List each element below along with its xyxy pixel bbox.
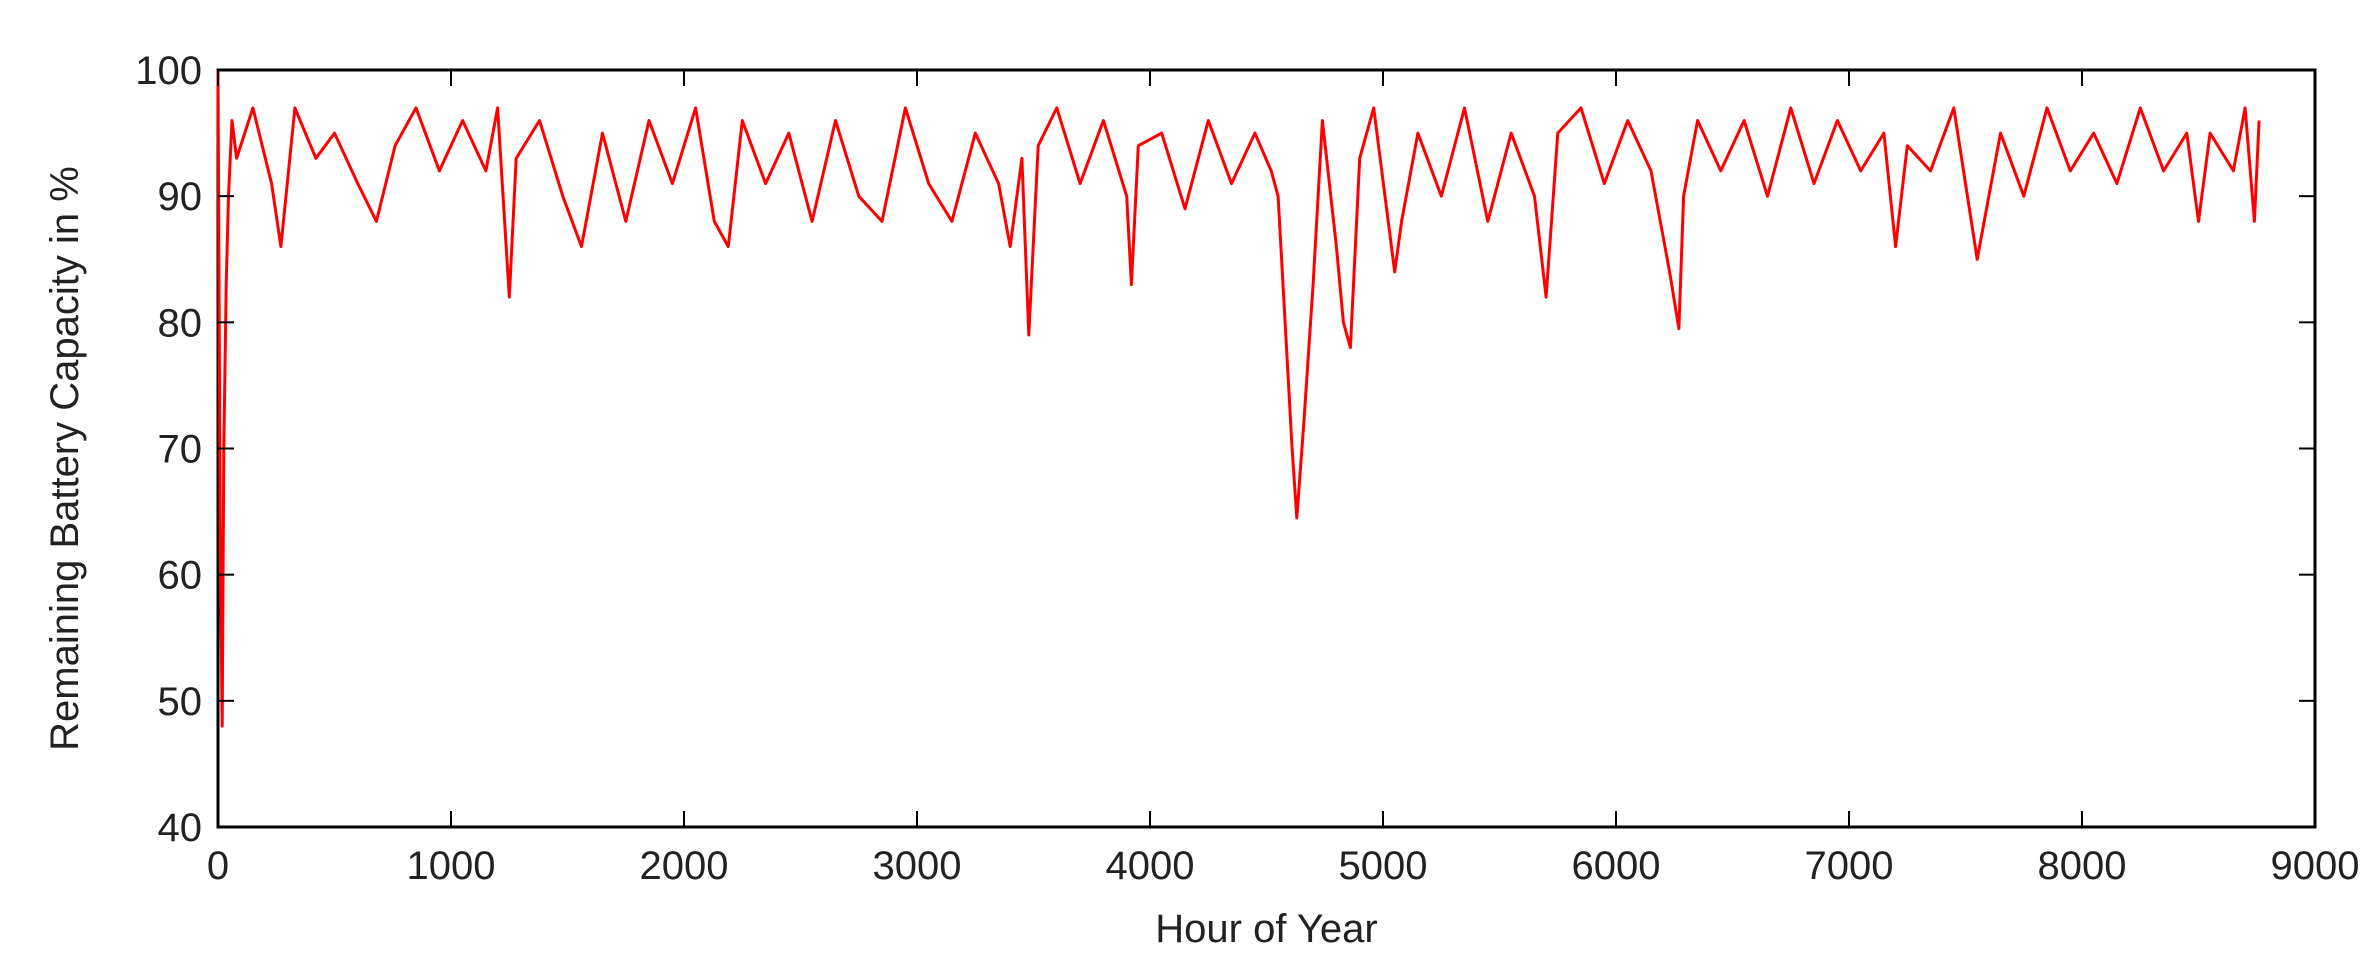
y-tick-label: 70 [158, 428, 203, 472]
x-axis-title: Hour of Year [1155, 907, 1377, 951]
y-tick-label: 90 [158, 175, 203, 219]
plot-frame [216, 68, 2317, 829]
x-tick-label: 8000 [2038, 844, 2127, 888]
x-tick-label: 4000 [1106, 844, 1195, 888]
x-tick-label: 7000 [1805, 844, 1894, 888]
x-tick-label: 0 [207, 844, 229, 888]
y-axis-title: Remaining Battery Capacity in % [43, 166, 87, 751]
y-axis: 40 50 60 70 80 90 100 [135, 49, 2315, 850]
plot-area [216, 68, 2317, 829]
series-layer [216, 69, 2261, 728]
y-tick-label: 60 [158, 554, 203, 598]
x-tick-label: 2000 [640, 844, 729, 888]
x-axis: 0 1000 2000 3000 4000 5000 6000 7000 8000 9000 [207, 70, 2360, 888]
y-tick-label: 50 [158, 680, 203, 724]
y-tick-label: 80 [158, 301, 203, 345]
x-tick-label: 3000 [873, 844, 962, 888]
y-tick-label: 100 [135, 49, 202, 93]
x-tick-label: 9000 [2271, 844, 2360, 888]
series-line-0 [216, 69, 2261, 728]
x-tick-label: 1000 [407, 844, 496, 888]
y-tick-label: 40 [158, 806, 203, 850]
x-tick-label: 5000 [1339, 844, 1428, 888]
x-tick-label: 6000 [1572, 844, 1661, 888]
